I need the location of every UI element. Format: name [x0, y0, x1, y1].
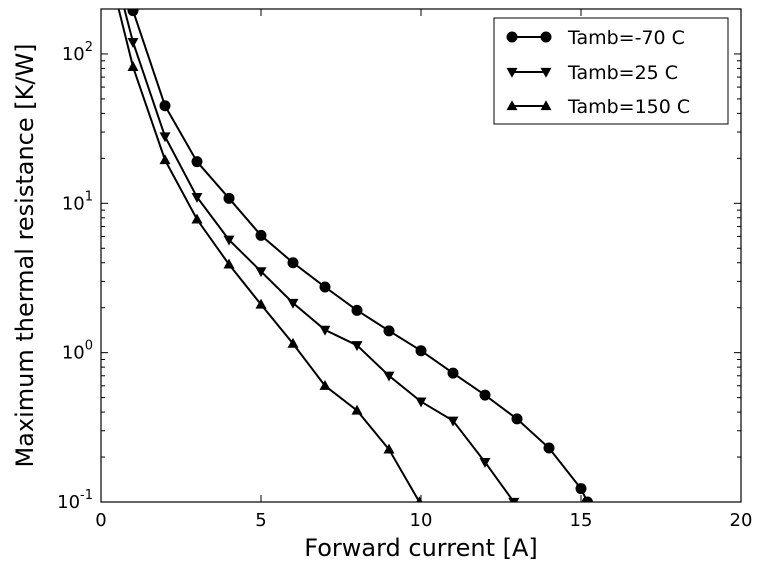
- legend-label-3: Tamb=150 C: [567, 96, 690, 118]
- series-2-point: [415, 397, 427, 408]
- series-2-point: [383, 371, 395, 382]
- series-1-point: [351, 304, 363, 316]
- series-3-point: [351, 404, 363, 415]
- series-2-point: [191, 192, 203, 203]
- legend-label-2: Tamb=25 C: [567, 62, 678, 84]
- series-1-point: [581, 496, 593, 502]
- series-1-point: [287, 257, 299, 269]
- series-2-point: [255, 267, 267, 278]
- tick-layer: 0 5 10 15 20 10-1 100 101 102: [57, 9, 752, 531]
- series-3-point: [159, 154, 171, 165]
- y-tick-label: 101: [62, 189, 93, 214]
- series-1-point: [383, 325, 395, 337]
- series-3-point: [383, 443, 395, 454]
- series-3-point: [319, 380, 331, 390]
- series-1-point: [159, 100, 171, 112]
- legend-marker-1: [506, 31, 518, 43]
- series-layer: [117, 9, 593, 502]
- series-1-point: [191, 156, 203, 168]
- series-2: [123, 9, 520, 502]
- series-1-point: [415, 345, 427, 357]
- y-tick-label: 100: [62, 339, 93, 364]
- x-tick-label: 10: [410, 510, 433, 531]
- x-tick-label: 15: [570, 510, 593, 531]
- series-1: [127, 9, 593, 502]
- series-1-point: [319, 281, 331, 293]
- legend-marker-3: [540, 100, 552, 111]
- legend-marker-2: [506, 67, 518, 78]
- series-1-point: [447, 367, 459, 379]
- series-2-point: [351, 341, 363, 352]
- series-2-line: [123, 9, 515, 502]
- series-3-point: [223, 258, 235, 269]
- series-2-point: [223, 235, 235, 246]
- series-2-point: [508, 497, 520, 502]
- series-2-point: [479, 457, 491, 468]
- series-3-point: [287, 337, 299, 348]
- legend-label-1: Tamb=-70 C: [567, 27, 685, 49]
- x-tick-label: 0: [95, 510, 106, 531]
- series-3-point: [127, 61, 139, 71]
- series-1-point: [543, 442, 555, 454]
- x-tick-label: 20: [730, 510, 753, 531]
- x-tick-label: 5: [255, 510, 266, 531]
- series-2-point: [447, 416, 459, 427]
- legend-marker-2: [540, 67, 552, 78]
- series-2-point: [319, 325, 331, 336]
- series-2-point: [287, 298, 299, 309]
- series-3: [117, 9, 423, 502]
- series-1-point: [575, 483, 587, 495]
- y-axis-title: Maximum thermal resistance [K/W]: [11, 43, 39, 467]
- legend-marker-3: [506, 100, 518, 111]
- legend-marker-1: [540, 31, 552, 43]
- y-tick-label: 102: [62, 40, 93, 65]
- series-1-point: [511, 413, 523, 425]
- x-axis-title: Forward current [A]: [304, 534, 538, 562]
- series-1-point: [127, 9, 139, 17]
- series-2-point: [159, 132, 171, 143]
- series-1-point: [223, 192, 235, 204]
- series-1-point: [255, 229, 267, 241]
- series-3-point: [255, 298, 267, 309]
- series-1-point: [479, 389, 491, 401]
- legend: Tamb=-70 C Tamb=25 C Tamb=150 C: [493, 17, 729, 125]
- series-2-point: [127, 38, 139, 48]
- series-3-point: [191, 213, 203, 224]
- y-tick-label: 10-1: [57, 488, 93, 513]
